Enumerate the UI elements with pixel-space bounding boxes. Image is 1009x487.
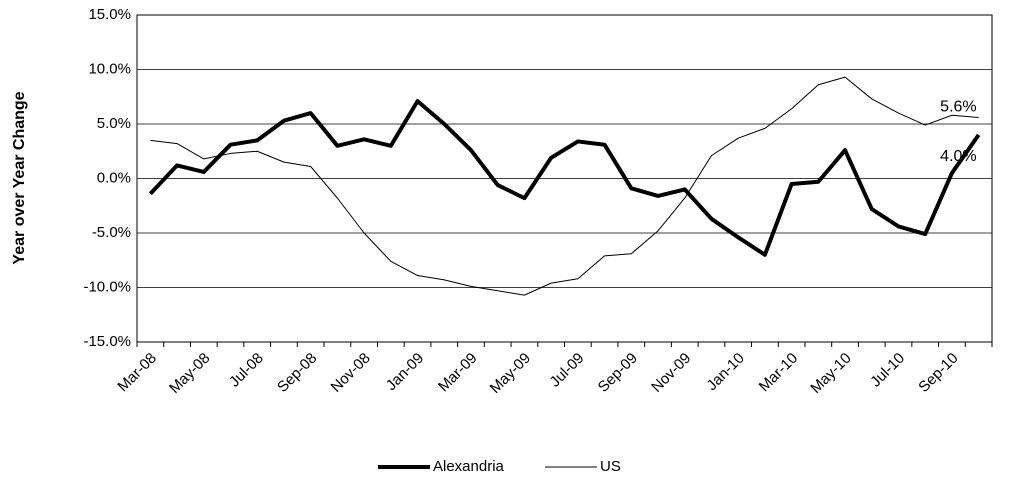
x-tick-label: Jul-09: [547, 350, 588, 391]
x-tick-label: Jan-09: [383, 350, 427, 394]
x-tick-label: May-10: [807, 350, 854, 397]
x-tick-label: Jul-08: [226, 350, 267, 391]
y-tick-label: 10.0%: [88, 60, 131, 77]
x-tick-label: Sep-08: [274, 350, 320, 396]
x-tick-label: Jul-10: [867, 350, 908, 391]
data-label: 5.6%: [940, 99, 976, 116]
data-label: 4.0%: [940, 148, 976, 165]
y-tick-label: 5.0%: [97, 115, 131, 132]
y-axis-title: Year over Year Change: [11, 91, 28, 264]
x-tick-label: Jan-10: [703, 350, 747, 394]
x-tick-label: Mar-10: [756, 350, 802, 396]
y-tick-label: -15.0%: [83, 333, 131, 350]
x-tick-label: May-09: [487, 350, 534, 397]
y-tick-label: 15.0%: [88, 6, 131, 23]
y-tick-label: 0.0%: [97, 169, 131, 186]
x-tick-label: May-08: [166, 350, 213, 397]
series-line: [150, 76, 979, 296]
x-tick-label: Sep-10: [915, 350, 961, 396]
y-tick-label: -5.0%: [92, 224, 131, 241]
x-tick-label: Sep-09: [595, 350, 641, 396]
legend-label: Alexandria: [433, 458, 505, 475]
legend-label: US: [600, 458, 621, 475]
x-tick-label: Mar-08: [114, 350, 160, 396]
x-tick-label: Nov-09: [648, 350, 694, 396]
x-tick-label: Nov-08: [328, 350, 374, 396]
x-tick-label: Mar-09: [435, 350, 481, 396]
y-tick-label: -10.0%: [83, 278, 131, 295]
series-line: [148, 99, 981, 257]
